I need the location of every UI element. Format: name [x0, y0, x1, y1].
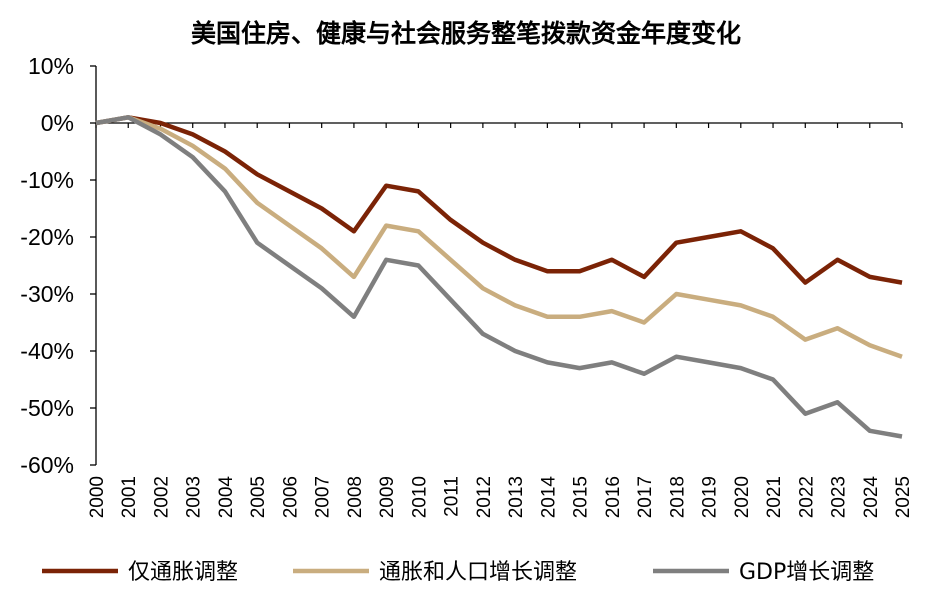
x-tick-label: 2001 [119, 476, 140, 518]
x-tick-label: 2019 [700, 476, 721, 518]
x-axis-ticks: 2000 2001 2002 2003 2004 2005 2006 2007 2008 2009… [87, 123, 914, 518]
y-tick-label: -10% [20, 167, 74, 193]
legend-label-3: GDP增长调整 [739, 560, 874, 585]
x-tick-label: 2011 [442, 476, 463, 517]
series-line-2 [95, 115, 903, 359]
y-tick-label: -40% [20, 338, 74, 364]
x-tick-label: 2012 [474, 476, 495, 518]
x-tick-label: 2016 [603, 476, 624, 518]
y-tick-label: -60% [20, 452, 74, 478]
y-tick-label: -50% [20, 395, 74, 421]
x-tick-label: 2013 [506, 476, 527, 518]
x-tick-label: 2020 [732, 476, 753, 518]
x-tick-label: 2004 [216, 476, 237, 519]
legend-label-1: 仅通胀调整 [128, 560, 238, 585]
x-tick-label: 2023 [829, 476, 850, 518]
x-tick-label: 2025 [893, 476, 914, 518]
legend-label-2: 通胀和人口增长调整 [379, 560, 577, 585]
x-tick-label: 2021 [764, 476, 785, 518]
x-tick-label: 2008 [345, 476, 366, 518]
x-tick-label: 2015 [571, 476, 592, 518]
y-axis-ticks: 10% 0% -10% -20% -30% -40% -50% -60% [20, 53, 96, 478]
y-tick-label: -30% [20, 281, 74, 307]
x-tick-label: 2003 [184, 476, 205, 518]
chart-title: 美国住房、健康与社会服务整笔拨款资金年度变化 [191, 19, 741, 48]
legend: 仅通胀调整 通胀和人口增长调整 GDP增长调整 [42, 560, 874, 585]
x-tick-label: 2010 [409, 476, 430, 518]
series-lines [95, 115, 903, 439]
x-tick-label: 2002 [151, 476, 172, 518]
series-line-1 [95, 115, 903, 285]
x-tick-label: 2009 [377, 476, 398, 518]
y-tick-label: 0% [41, 110, 74, 136]
x-tick-label: 2022 [796, 476, 817, 518]
x-tick-label: 2014 [538, 476, 559, 519]
axes [95, 66, 902, 465]
x-tick-label: 2018 [667, 476, 688, 518]
y-tick-label: -20% [20, 224, 74, 250]
y-tick-label: 10% [28, 53, 74, 79]
x-tick-label: 2024 [861, 476, 882, 519]
series-line-3 [95, 115, 903, 439]
x-tick-label: 2007 [313, 476, 334, 518]
x-tick-label: 2006 [280, 476, 301, 518]
x-tick-label: 2000 [87, 476, 108, 518]
x-tick-label: 2005 [248, 476, 269, 518]
x-tick-label: 2017 [635, 476, 656, 518]
